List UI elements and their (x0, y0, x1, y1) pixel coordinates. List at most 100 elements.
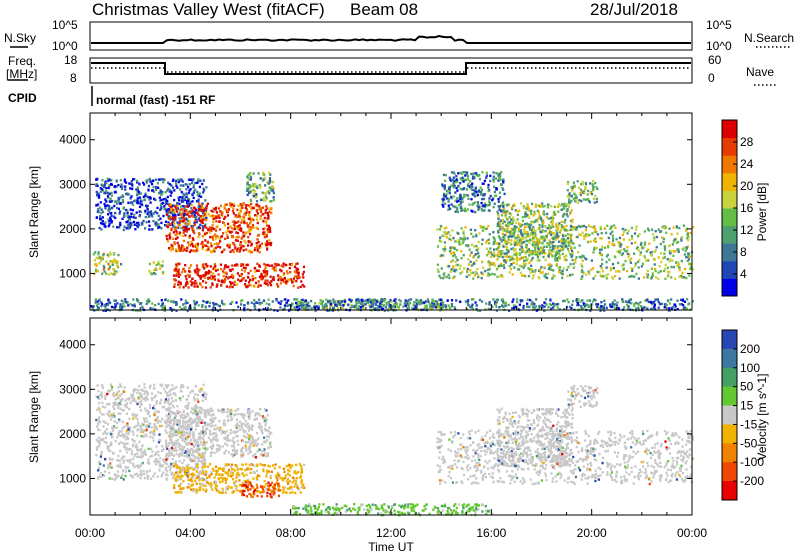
data-cell (556, 250, 559, 253)
data-cell (570, 200, 573, 203)
data-cell (261, 213, 264, 216)
data-cell (229, 269, 232, 272)
data-cell (135, 298, 139, 301)
data-cell (157, 441, 161, 444)
data-cell (111, 477, 114, 480)
data-cell (536, 246, 540, 249)
data-cell (272, 191, 275, 195)
data-cell (530, 258, 533, 262)
data-cell (380, 306, 383, 309)
data-cell (228, 286, 231, 289)
data-cell (520, 274, 524, 277)
data-cell (187, 199, 190, 203)
data-cell (542, 250, 545, 253)
data-cell (513, 225, 516, 228)
data-cell (175, 230, 178, 233)
data-cell (163, 178, 166, 181)
data-cell (243, 235, 246, 238)
data-cell (103, 225, 106, 228)
data-cell (581, 271, 584, 274)
data-cell (530, 223, 533, 226)
data-cell (626, 232, 629, 235)
data-cell (159, 189, 162, 192)
data-cell (385, 303, 388, 306)
data-cell (445, 275, 448, 279)
data-cell (432, 299, 435, 303)
data-cell (604, 246, 607, 249)
data-cell (115, 270, 118, 273)
data-cell (372, 302, 375, 305)
data-cell (579, 233, 582, 237)
data-cell (553, 247, 556, 250)
data-cell (507, 250, 510, 254)
data-cell (255, 193, 258, 196)
data-cell (189, 307, 192, 310)
data-cell (443, 227, 446, 230)
data-cell (467, 244, 470, 247)
data-cell (448, 237, 451, 241)
data-cell (245, 211, 248, 214)
data-cell (447, 208, 450, 211)
data-cell (295, 279, 298, 283)
data-cell (262, 220, 265, 223)
data-cell (163, 307, 166, 310)
data-cell (260, 210, 263, 214)
data-cell (491, 261, 494, 265)
data-cell (389, 298, 392, 302)
data-cell (257, 172, 260, 175)
data-cell (216, 225, 219, 228)
data-cell (487, 183, 490, 187)
data-cell (107, 298, 110, 301)
data-cell (188, 220, 191, 223)
data-cell (472, 235, 475, 238)
data-cell (244, 283, 247, 286)
data-cell (418, 303, 421, 306)
data-cell (243, 215, 246, 219)
data-cell (627, 229, 630, 232)
data-cell (313, 306, 316, 309)
data-cell (193, 221, 196, 224)
data-cell (99, 201, 102, 204)
data-cell (256, 221, 259, 225)
data-cell (550, 249, 553, 252)
data-cell (147, 410, 150, 413)
data-cell (168, 441, 171, 445)
data-cell (247, 284, 250, 287)
data-cell (542, 230, 545, 233)
data-cell (612, 237, 615, 240)
data-cell (159, 217, 162, 220)
data-cell (658, 265, 661, 268)
data-cell (571, 251, 574, 255)
data-cell (155, 263, 158, 267)
data-cell (551, 236, 554, 240)
data-cell (117, 433, 120, 437)
data-cell (301, 303, 304, 306)
data-cell (280, 278, 283, 281)
data-cell (185, 471, 189, 474)
data-cell (462, 230, 465, 233)
data-cell (536, 209, 539, 213)
data-cell (372, 303, 375, 307)
data-cell (264, 279, 267, 282)
data-cell (308, 304, 311, 308)
data-cell (682, 303, 685, 307)
data-cell (614, 226, 617, 230)
data-cell (192, 225, 195, 228)
data-cell (324, 302, 327, 306)
data-cell (180, 384, 183, 387)
data-cell (188, 198, 191, 201)
data-cell (110, 183, 113, 186)
data-cell (328, 299, 331, 302)
data-cell (528, 226, 531, 229)
data-cell (412, 303, 415, 307)
data-cell (137, 466, 140, 469)
data-cell (541, 270, 544, 274)
data-cell (563, 221, 566, 224)
data-cell (517, 227, 521, 231)
data-cell (165, 210, 168, 214)
data-cell (453, 179, 456, 182)
data-cell (129, 302, 132, 306)
data-cell (164, 202, 167, 206)
data-cell (134, 445, 137, 449)
data-cell (623, 248, 626, 251)
